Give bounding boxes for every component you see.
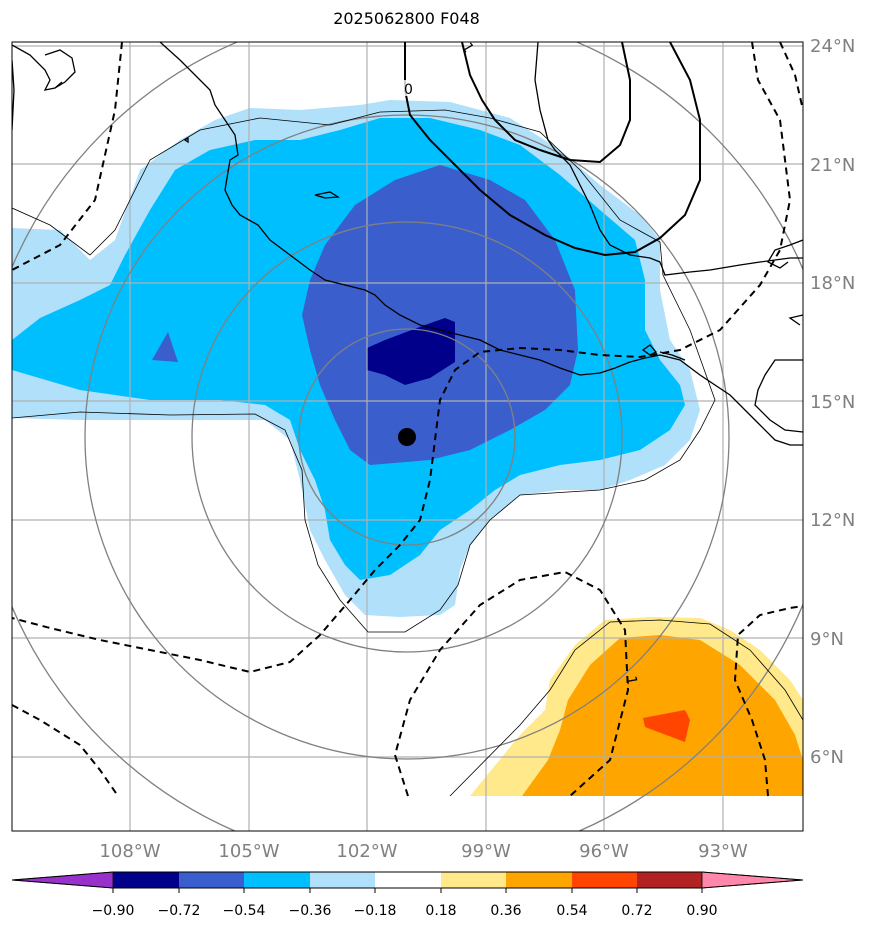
positive-outline [449, 619, 803, 797]
colorbar-tick-label: −0.90 [92, 903, 135, 919]
lat-label: 9°N [810, 629, 844, 650]
map-title: 2025062800 F048 [333, 9, 480, 28]
map-plot-area: 0 1 1 [12, 42, 803, 831]
lon-label: 102°W [336, 841, 397, 862]
lat-label: 18°N [810, 273, 855, 294]
fill-navy [367, 318, 455, 385]
lat-label: 15°N [810, 392, 855, 413]
lat-label: 6°N [810, 747, 844, 768]
lon-label: 105°W [218, 841, 279, 862]
lat-label: 21°N [810, 155, 855, 176]
colorbar-swatch [441, 872, 506, 888]
fill-royal-blue-small [152, 332, 178, 362]
dashed-contours [12, 42, 803, 797]
solid-contours [404, 42, 701, 257]
lon-label: 93°W [698, 841, 748, 862]
range-rings [12, 42, 803, 831]
field-outline [12, 109, 716, 633]
colorbar-tick-label: 0.54 [556, 903, 587, 919]
colorbar-swatch [572, 872, 637, 888]
fill-royal-blue [302, 165, 578, 465]
map-frame [11, 41, 804, 832]
colorbar-extend-low [11, 871, 114, 889]
latitude-labels: 24°N 21°N 18°N 15°N 12°N 9°N 6°N [810, 36, 855, 768]
colorbar-extend-high [701, 871, 804, 889]
colorbar-tick-label: −0.72 [158, 903, 201, 919]
lon-label: 108°W [99, 841, 160, 862]
colorbar-swatch [244, 872, 310, 888]
colorbar-tick-label: 0.36 [490, 903, 521, 919]
lat-label: 24°N [810, 36, 855, 57]
colorbar: −0.90 −0.72 −0.54 −0.36 −0.18 0.18 0.36 … [11, 871, 804, 919]
colorbar-swatch [113, 872, 179, 888]
lat-label: 12°N [810, 510, 855, 531]
graticule [12, 42, 803, 831]
lon-label: 96°W [579, 841, 629, 862]
colorbar-tick-label: 0.18 [425, 903, 456, 919]
storm-center-dot [398, 428, 416, 446]
longitude-labels: 108°W 105°W 102°W 99°W 96°W 93°W [99, 841, 748, 862]
colorbar-tick-label: −0.18 [354, 903, 397, 919]
colorbar-tick-label: −0.54 [223, 903, 266, 919]
colorbar-swatch [179, 872, 244, 888]
colorbar-swatch [506, 872, 572, 888]
coastlines [12, 42, 803, 446]
contour-label-0: 0 [404, 82, 413, 98]
colorbar-swatch [637, 872, 702, 888]
colorbar-tick-label: 0.90 [686, 903, 717, 919]
lon-label: 99°W [461, 841, 511, 862]
colorbar-tick-label: 0.72 [621, 903, 652, 919]
contour-label-1-south: 1 [622, 675, 639, 687]
colorbar-swatch [310, 872, 375, 888]
fill-red-orange [643, 710, 690, 742]
colorbar-tick-label: −0.36 [289, 903, 332, 919]
colorbar-swatch [375, 872, 441, 888]
